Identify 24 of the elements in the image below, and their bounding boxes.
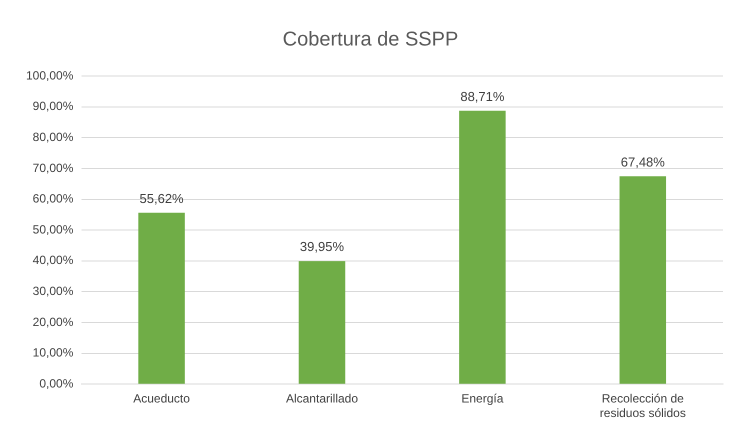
chart-title: Cobertura de SSPP [282,28,458,51]
y-tick-label: 100,00% [26,68,74,82]
y-tick-label: 80,00% [32,130,74,144]
data-label: 67,48% [620,154,666,170]
data-label: 88,71% [460,88,505,104]
y-tick-label: 30,00% [32,284,74,298]
data-label: 39,95% [300,239,344,254]
y-tick-label: 20,00% [32,314,74,329]
y-tick-label: 60,00% [32,192,74,206]
y-tick-label: 10,00% [32,346,74,360]
x-tick-label: Alcantarillado [286,392,358,406]
x-tick-label: Acueducto [133,392,190,406]
bar [138,212,185,384]
bar [620,176,666,384]
bar [459,110,506,384]
data-label: 55,62% [140,190,184,206]
y-tick-label: 0,00% [39,376,74,391]
y-tick-label: 90,00% [32,99,74,114]
bar [298,261,346,384]
y-tick-label: 40,00% [32,253,74,268]
x-tick-label: Energía [461,392,504,406]
y-tick-label: 70,00% [32,160,74,175]
y-tick-label: 50,00% [32,222,74,236]
x-tick-label: Recolección de residuos sólidos [600,392,686,420]
